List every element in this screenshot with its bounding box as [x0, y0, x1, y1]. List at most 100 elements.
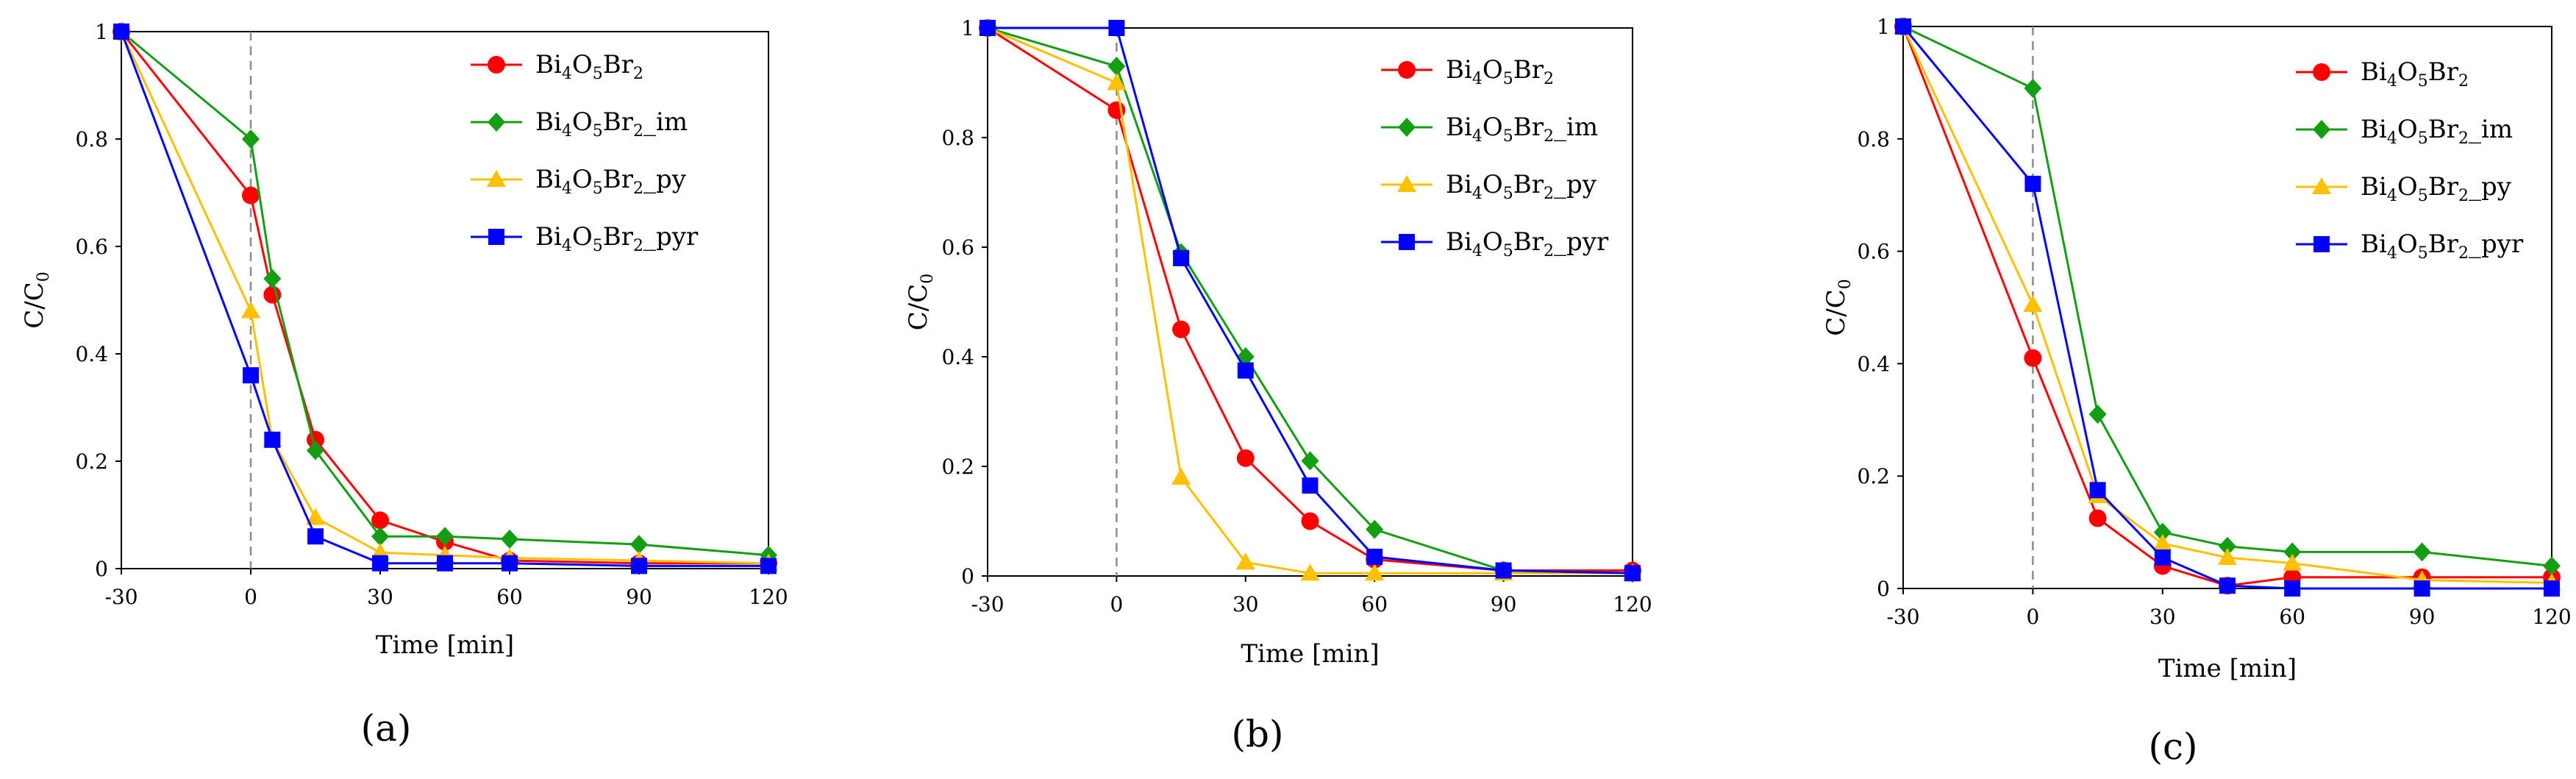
- legend-label: Bi4O5Br2: [1446, 55, 1554, 88]
- data-point-Bi4O5Br2_pyr: [113, 24, 129, 40]
- data-point-Bi4O5Br2_py: [1365, 563, 1385, 581]
- x-tick-label: -30: [1886, 605, 1919, 629]
- data-point-Bi4O5Br2_pyr: [1302, 477, 1319, 494]
- legend-label: Bi4O5Br2: [535, 50, 643, 83]
- y-tick-label: 0.8: [1857, 127, 1890, 152]
- data-point-Bi4O5Br2_pyr: [2413, 580, 2430, 597]
- data-point-Bi4O5Br2_pyr: [2024, 175, 2041, 192]
- chart-panel-1: 0 0.2 0.4 0.6 0.8 1 -30 0 30 60 90 120 Time [min] C/C…: [20, 20, 788, 750]
- data-point-Bi4O5Br2_pyr: [2219, 577, 2236, 594]
- x-tick-label: 0: [2026, 605, 2039, 629]
- data-point-Bi4O5Br2_pyr: [307, 528, 324, 545]
- y-tick-label: 0.6: [1857, 240, 1890, 264]
- y-tick-label: 0.2: [75, 449, 108, 474]
- legend-label: Bi4O5Br2_py: [1446, 170, 1597, 203]
- data-point-Bi4O5Br2_py: [306, 508, 325, 525]
- data-point-Bi4O5Br2_pyr: [1108, 20, 1125, 36]
- x-tick-label: 30: [2149, 605, 2176, 629]
- y-tick-label: 0: [961, 564, 974, 588]
- data-point-Bi4O5Br2_pyr: [2284, 580, 2301, 597]
- data-point-Bi4O5Br2_pyr: [437, 555, 453, 572]
- legend-swatch-marker: [488, 56, 505, 74]
- series-line-Bi4O5Br2_pyr: [988, 26, 1633, 575]
- data-point-Bi4O5Br2_im: [371, 527, 389, 547]
- legend-label: Bi4O5Br2_im: [1446, 113, 1598, 146]
- legend-swatch-marker: [487, 170, 506, 187]
- x-tick-label: 30: [367, 585, 393, 609]
- legend-label: Bi4O5Br2_pyr: [1446, 227, 1609, 260]
- data-point-Bi4O5Br2_pyr: [760, 558, 777, 575]
- data-point-Bi4O5Br2_pyr: [1495, 562, 1512, 579]
- data-point-Bi4O5Br2_im: [2543, 556, 2561, 576]
- chart-panel-3: 0 0.2 0.4 0.6 0.8 1 -30 0 30 60 90 120 Time [min] C/C…: [1822, 15, 2572, 768]
- data-point-Bi4O5Br2_im: [242, 129, 260, 149]
- legend: Bi4O5Br2 Bi4O5Br2_im Bi4O5Br2_py Bi4O5Br2_p…: [1381, 55, 1609, 260]
- panel-label: (b): [1231, 713, 1283, 755]
- data-point-Bi4O5Br2_pyr: [1624, 565, 1641, 582]
- x-tick-label: 60: [2279, 605, 2305, 629]
- data-point-Bi4O5Br2_py: [1107, 73, 1127, 90]
- data-point-Bi4O5Br2_im: [501, 529, 518, 549]
- data-point-Bi4O5Br2_py: [2152, 533, 2172, 551]
- x-tick-label: 0: [244, 585, 257, 609]
- data-point-Bi4O5Br2_pyr: [2089, 482, 2106, 499]
- data-point-Bi4O5Br2_im: [2283, 542, 2302, 562]
- legend: Bi4O5Br2 Bi4O5Br2_im Bi4O5Br2_py Bi4O5Br2_p…: [471, 50, 699, 255]
- data-point-Bi4O5Br2_py: [1300, 563, 1320, 581]
- data-point-Bi4O5Br2_im: [1107, 57, 1126, 77]
- data-point-Bi4O5Br2_im: [2413, 542, 2431, 562]
- legend-label: Bi4O5Br2_im: [535, 107, 688, 140]
- data-point-Bi4O5Br2_im: [1366, 519, 1384, 539]
- legend-swatch-marker: [1399, 234, 1415, 250]
- legend-swatch-marker: [2313, 120, 2330, 139]
- x-tick-label: 30: [1232, 592, 1259, 616]
- series-line-Bi4O5Br2_im: [987, 26, 1633, 575]
- data-point-Bi4O5Br2_im: [263, 268, 282, 288]
- legend-label: Bi4O5Br2_py: [535, 165, 687, 198]
- plot-frame: [987, 27, 1633, 577]
- data-point-Bi4O5Br2_py: [241, 301, 260, 319]
- data-point-Bi4O5Br2: [371, 511, 389, 530]
- legend-label: Bi4O5Br2_im: [2361, 115, 2513, 148]
- data-point-Bi4O5Br2_pyr: [2154, 549, 2171, 566]
- data-point-Bi4O5Br2_py: [1171, 467, 1191, 485]
- x-axis-title: Time [min]: [2158, 654, 2297, 683]
- y-axis-title: C/C0: [904, 274, 937, 330]
- data-point-Bi4O5Br2_pyr: [2544, 580, 2560, 597]
- x-tick-label: 90: [626, 585, 652, 609]
- data-point-Bi4O5Br2_pyr: [980, 20, 996, 36]
- y-tick-label: 0.8: [75, 127, 108, 152]
- data-point-Bi4O5Br2: [1172, 320, 1191, 338]
- data-point-Bi4O5Br2_py: [2023, 295, 2043, 313]
- data-point-Bi4O5Br2_pyr: [264, 431, 281, 448]
- x-tick-label: 90: [2409, 605, 2436, 629]
- legend-swatch-marker: [2312, 177, 2331, 194]
- legend-label: Bi4O5Br2: [2361, 57, 2469, 90]
- legend-label: Bi4O5Br2_pyr: [2361, 230, 2524, 263]
- data-point-Bi4O5Br2_pyr: [1895, 18, 1911, 35]
- data-point-Bi4O5Br2_im: [307, 441, 324, 460]
- legend-label: Bi4O5Br2_py: [2361, 172, 2512, 205]
- y-tick-label: 1: [961, 16, 974, 40]
- panel-label: (a): [361, 707, 412, 750]
- y-tick-label: 1: [1877, 15, 1890, 39]
- legend-swatch-marker: [1398, 61, 1416, 79]
- y-tick-label: 0.4: [1857, 352, 1890, 376]
- series-line-Bi4O5Br2_py: [1902, 26, 2552, 584]
- plot-frame: [1902, 26, 2552, 589]
- data-point-Bi4O5Br2_py: [1235, 552, 1255, 570]
- y-tick-label: 0: [95, 557, 108, 581]
- x-axis-title: Time [min]: [1241, 639, 1379, 669]
- data-point-Bi4O5Br2: [2088, 509, 2107, 527]
- panel-label: (c): [2148, 725, 2197, 768]
- y-tick-label: 0: [1877, 577, 1890, 601]
- data-point-Bi4O5Br2_pyr: [631, 558, 647, 575]
- x-tick-label: 90: [1491, 592, 1517, 616]
- legend-swatch-marker: [2313, 63, 2330, 81]
- series-line-Bi4O5Br2_pyr: [1902, 26, 2552, 590]
- data-point-Bi4O5Br2_pyr: [1366, 548, 1383, 565]
- data-point-Bi4O5Br2_pyr: [372, 555, 388, 572]
- legend-swatch-marker: [2313, 236, 2330, 252]
- data-point-Bi4O5Br2: [1301, 512, 1319, 530]
- data-point-Bi4O5Br2_py: [2218, 547, 2237, 565]
